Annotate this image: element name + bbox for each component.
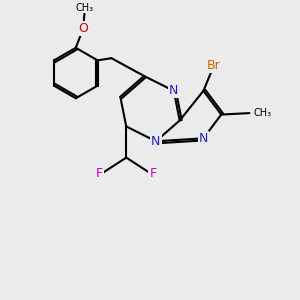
Text: F: F bbox=[149, 167, 157, 180]
Text: N: N bbox=[151, 135, 160, 148]
Text: CH₃: CH₃ bbox=[76, 3, 94, 13]
Text: O: O bbox=[78, 22, 88, 35]
Text: N: N bbox=[199, 132, 208, 145]
Text: F: F bbox=[96, 167, 103, 180]
Text: N: N bbox=[169, 84, 178, 97]
Text: Br: Br bbox=[207, 59, 221, 72]
Text: CH₃: CH₃ bbox=[254, 108, 272, 118]
